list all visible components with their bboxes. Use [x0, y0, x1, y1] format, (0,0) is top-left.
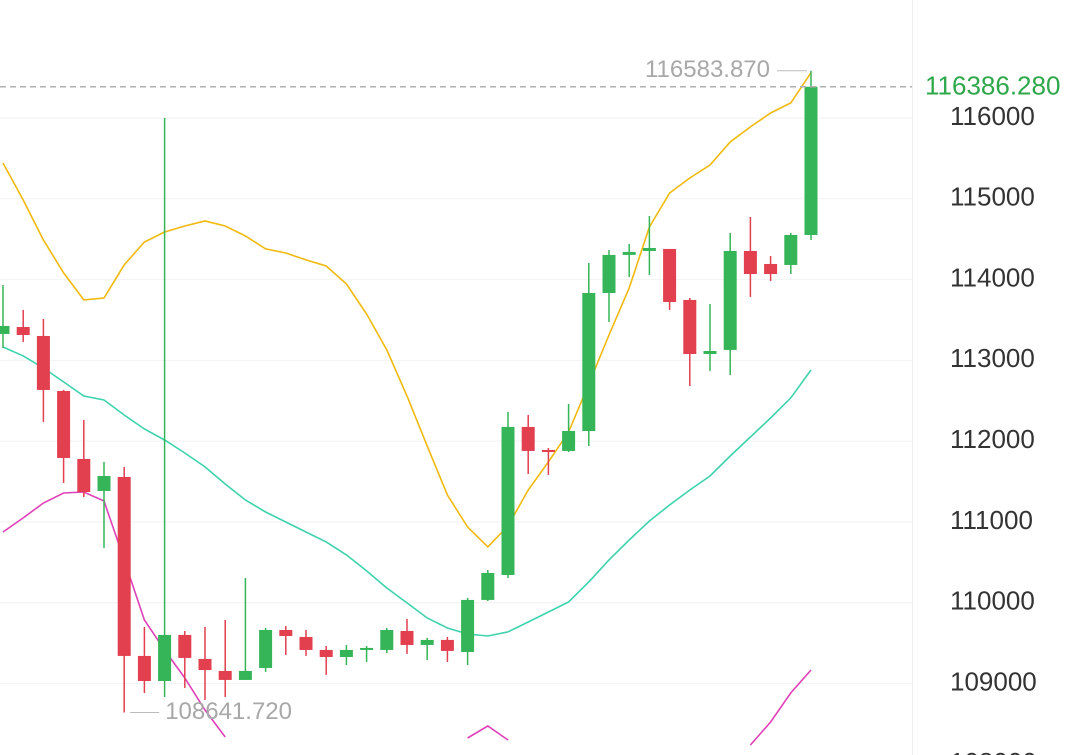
y-tick-label: 115000 [950, 182, 1035, 212]
candle-body [218, 670, 232, 680]
candle-body [804, 86, 818, 235]
candle-body [97, 475, 111, 491]
candle-body [178, 634, 192, 658]
indicator-line [2, 72, 812, 549]
candle-body [16, 326, 30, 335]
y-tick-label: 114000 [950, 262, 1035, 292]
candle-body [339, 649, 353, 657]
y-tick-label: 116000 [950, 101, 1035, 131]
candle-body [784, 234, 798, 265]
indicator-line [2, 491, 812, 746]
candle-body [764, 263, 778, 274]
y-tick-label: 110000 [950, 586, 1035, 616]
y-tick-label: 111000 [950, 505, 1033, 535]
candle-body [198, 658, 212, 670]
candle-body [461, 599, 475, 652]
candle-body [137, 655, 151, 681]
candle-body [582, 292, 596, 431]
candle-body [683, 299, 697, 354]
candle-body [158, 634, 172, 681]
min-label: 108641.720 [165, 698, 292, 725]
candle-body [602, 254, 616, 293]
candle-body [501, 426, 515, 575]
candle-body [481, 572, 495, 600]
candle-body [36, 335, 50, 390]
candle-body [703, 350, 717, 354]
candle-body [723, 250, 737, 350]
candle-body [57, 390, 71, 458]
candle-body [541, 449, 555, 452]
candle-body [117, 476, 131, 656]
candle-body [299, 636, 313, 650]
candle-body [743, 250, 757, 274]
y-tick-label: 109000 [950, 666, 1037, 696]
candle-body [0, 325, 10, 334]
last-price-label: 116386.280 [925, 71, 1060, 101]
candle-body [380, 630, 394, 650]
y-tick-label: 108000 [950, 747, 1037, 755]
indicator-line [2, 346, 812, 637]
candle-body [521, 426, 535, 451]
candle-body [319, 649, 333, 657]
candle-body [400, 630, 414, 645]
candle-body [259, 630, 273, 668]
candle-body [279, 630, 293, 636]
candle-body [420, 639, 434, 645]
candle-body [360, 647, 374, 650]
y-tick-label: 112000 [950, 424, 1035, 454]
candle-body [77, 458, 91, 492]
max-label: 116583.870 [645, 56, 770, 83]
candle-body [642, 247, 656, 251]
candle-body [663, 248, 677, 302]
candle-body [440, 639, 454, 651]
candle-body [622, 251, 636, 255]
candle-body [562, 430, 576, 451]
y-tick-label: 113000 [950, 343, 1035, 373]
candle-body [238, 670, 252, 680]
